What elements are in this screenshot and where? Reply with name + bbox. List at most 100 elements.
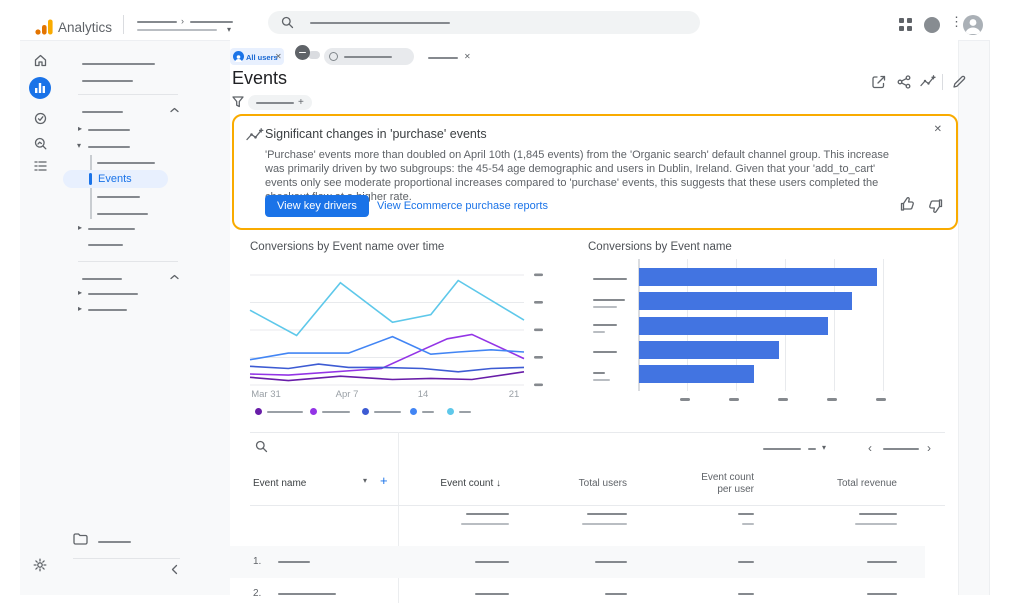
kebab-menu-icon[interactable]: ⋮: [950, 14, 963, 29]
nav-item[interactable]: [88, 228, 135, 230]
column-header-total-revenue[interactable]: Total revenue: [836, 478, 897, 489]
nav-item[interactable]: [88, 309, 127, 311]
column-header-event-count-per-user[interactable]: Event count per user: [701, 472, 754, 495]
nav-placeholder[interactable]: [82, 63, 155, 65]
comparison-chip[interactable]: [324, 48, 414, 65]
legend-item: [310, 408, 350, 415]
insights-icon: [246, 128, 264, 141]
advertising-icon[interactable]: [34, 137, 47, 150]
nav-item[interactable]: [88, 244, 123, 246]
line-series-event-series-3: [249, 363, 525, 373]
ecommerce-reports-link[interactable]: View Ecommerce purchase reports: [377, 200, 548, 212]
column-header-total-users[interactable]: Total users: [578, 478, 627, 489]
line-chart-series: [249, 279, 525, 382]
expand-right-icon[interactable]: ▸: [78, 288, 83, 297]
bar-chart-title: Conversions by Event name: [588, 241, 732, 253]
collapse-sidebar-icon[interactable]: [171, 564, 178, 575]
audience-icon: [233, 51, 244, 62]
add-comparison-placeholder[interactable]: [428, 57, 458, 59]
actions-divider: [942, 74, 943, 90]
plus-icon: +: [298, 96, 304, 108]
nav-subitem[interactable]: [97, 213, 148, 215]
main-content: All users ✕ ✕ Events +: [230, 40, 966, 603]
remove-comparison-icon[interactable]: [295, 45, 310, 60]
comparison-toggle[interactable]: [308, 51, 320, 59]
library-icon[interactable]: [34, 160, 47, 172]
page-next-icon[interactable]: ›: [927, 441, 931, 455]
page-previous-icon[interactable]: ‹: [868, 441, 872, 455]
add-filter-pill[interactable]: +: [248, 95, 312, 110]
expand-right-icon[interactable]: ▸: [78, 124, 83, 133]
cell-placeholder: [475, 593, 509, 595]
search-placeholder-line: [310, 22, 450, 24]
cell-placeholder: [738, 593, 754, 595]
nav-item[interactable]: [88, 293, 138, 295]
row-index: 2.: [253, 588, 262, 599]
nav-divider: [78, 261, 178, 262]
y-axis-tick-placeholders: [534, 273, 543, 387]
nav-section-header[interactable]: [82, 278, 122, 280]
cell-placeholder: [595, 561, 627, 563]
comparison-chip-icon: [329, 52, 338, 61]
home-icon[interactable]: [34, 54, 47, 67]
cell-placeholder: [867, 561, 897, 563]
collapse-up-icon[interactable]: [170, 274, 179, 280]
cell-placeholder: [605, 593, 627, 595]
legend-label-placeholder: [422, 410, 434, 413]
nav-section-header[interactable]: [82, 111, 123, 113]
view-key-drivers-button[interactable]: View key drivers: [265, 195, 369, 217]
all-users-chip[interactable]: All users ✕: [230, 48, 284, 65]
filter-funnel-icon[interactable]: [232, 96, 244, 108]
share-icon[interactable]: [897, 75, 911, 89]
chevron-down-icon[interactable]: ▾: [363, 476, 368, 485]
expand-down-icon[interactable]: ▾: [77, 141, 82, 150]
sort-descending-icon: ↓: [496, 478, 501, 489]
sidebar-item-events-active[interactable]: Events: [63, 170, 168, 188]
nav-subitem[interactable]: [97, 196, 140, 198]
nav-item[interactable]: [88, 129, 130, 131]
apps-grid-icon[interactable]: [898, 17, 913, 37]
placeholder-line: [344, 56, 392, 58]
search-input[interactable]: [268, 11, 700, 34]
close-icon[interactable]: ✕: [933, 124, 942, 135]
folder-icon[interactable]: [73, 533, 88, 545]
x-tick-label: Apr 7: [335, 389, 359, 400]
collections-placeholder[interactable]: [98, 541, 131, 543]
collapse-up-icon[interactable]: [170, 107, 179, 113]
insights-icon[interactable]: [920, 75, 936, 89]
avatar[interactable]: [963, 15, 983, 35]
nav-subitem[interactable]: [97, 162, 155, 164]
reports-icon-active[interactable]: [29, 77, 51, 99]
thumbs-up-icon[interactable]: [900, 197, 915, 212]
bar-chart-plot: [638, 259, 886, 391]
legend-item: [255, 408, 303, 415]
nav-item[interactable]: [88, 146, 130, 148]
thumbs-down-icon[interactable]: [928, 198, 943, 213]
edit-pencil-icon[interactable]: [952, 75, 966, 89]
close-icon[interactable]: ✕: [275, 52, 282, 61]
legend-label-placeholder: [322, 410, 350, 413]
bar-4: [639, 340, 779, 359]
table-search-icon[interactable]: [255, 440, 268, 453]
bar-5: [639, 365, 755, 384]
cell-placeholder: [278, 593, 336, 595]
column-header-event-count[interactable]: Event count ↓: [440, 478, 501, 489]
line-chart-title: Conversions by Event name over time: [250, 241, 445, 253]
cell-placeholder: [738, 561, 754, 563]
row-index: 1.: [253, 556, 262, 567]
table-row[interactable]: [230, 546, 925, 578]
legend-dot: [362, 408, 369, 415]
explore-icon[interactable]: [34, 112, 47, 125]
column-header-event-name[interactable]: Event name: [253, 478, 307, 489]
x-tick-label: 14: [417, 389, 429, 400]
nav-placeholder[interactable]: [82, 80, 133, 82]
close-icon[interactable]: ✕: [464, 52, 471, 61]
scroll-gutter[interactable]: [958, 41, 990, 595]
legend-item: [362, 408, 401, 415]
export-icon[interactable]: [872, 75, 886, 89]
add-dimension-icon[interactable]: +: [380, 473, 388, 488]
notifications-icon[interactable]: [924, 17, 940, 33]
expand-right-icon[interactable]: ▸: [78, 223, 83, 232]
settings-gear-icon[interactable]: [33, 558, 47, 572]
expand-right-icon[interactable]: ▸: [78, 304, 83, 313]
